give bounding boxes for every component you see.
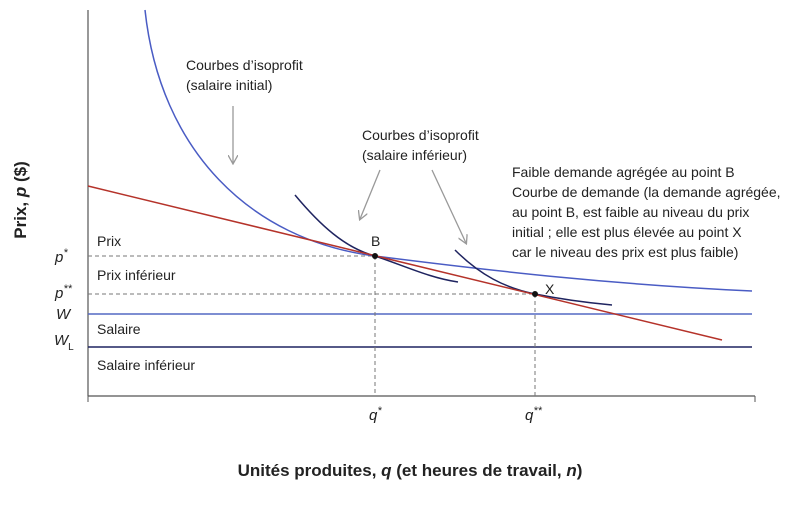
annotation: Faible demande agrégée au point B [512,164,735,180]
y-label: WL [54,332,74,353]
annotation: initial ; elle est plus élevée au point … [512,224,742,240]
x-label: q** [525,405,543,424]
point [372,253,378,259]
annotation: Courbe de demande (la demande agrégée, [512,184,781,200]
annotation: Courbes d’isoprofit [362,127,479,143]
region-label: Salaire inférieur [97,357,195,373]
region-label: Prix [97,233,121,249]
annotation: car le niveau des prix est plus faible) [512,244,738,260]
y-label: p** [54,283,73,302]
annotation: (salaire initial) [186,77,272,93]
y-label: W [56,306,72,323]
arrow [360,169,381,219]
arrow [431,169,466,243]
x-axis-title: Unités produites, q (et heures de travai… [238,461,583,480]
y-axis-title: Prix, p ($) [11,161,30,238]
point-label: X [545,281,555,297]
point [532,291,538,297]
x-label: q* [369,405,382,424]
point-label: B [371,233,380,249]
annotation: au point B, est faible au niveau du prix [512,204,749,220]
region-label: Salaire [97,321,141,337]
demand-curve [87,185,723,341]
annotation: Courbes d’isoprofit [186,57,303,73]
region-label: Prix inférieur [97,267,176,283]
y-label: p* [54,247,68,266]
annotation: (salaire inférieur) [362,147,467,163]
